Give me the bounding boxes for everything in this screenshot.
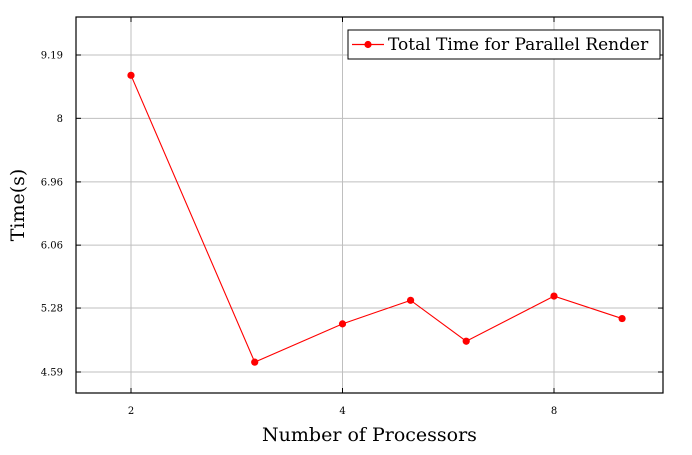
data-point [127,71,135,79]
x-tick-label: 4 [339,406,345,417]
x-tick-label: 8 [551,406,557,417]
y-tick-label: 9.19 [41,51,63,62]
x-tick-label: 2 [128,406,134,417]
x-axis-ticks: 2 4 8 [128,17,557,417]
legend-entry-label: Total Time for Parallel Render [388,35,649,55]
y-tick-label: 6.96 [41,177,63,188]
y-tick-label: 4.59 [41,368,63,379]
y-tick-label: 8 [57,114,63,125]
legend-box [347,29,661,60]
data-point [462,337,470,345]
grid-lines [76,17,663,393]
y-axis-label: Time(s) [7,169,29,242]
y-axis-ticks: 4.59 5.28 6.06 6.96 8 9.19 [41,51,663,379]
data-point [251,358,259,366]
legend-marker [364,40,372,49]
y-tick-label: 6.06 [41,241,63,252]
plot-area-frame [75,16,664,394]
x-axis-label: Number of Processors [262,424,477,446]
data-point [618,314,626,323]
y-tick-label: 5.28 [41,304,63,315]
data-point [338,320,347,328]
series-layer [127,71,626,366]
data-point [406,296,415,304]
data-point [550,292,558,300]
legend: Total Time for Parallel Render [347,29,661,60]
